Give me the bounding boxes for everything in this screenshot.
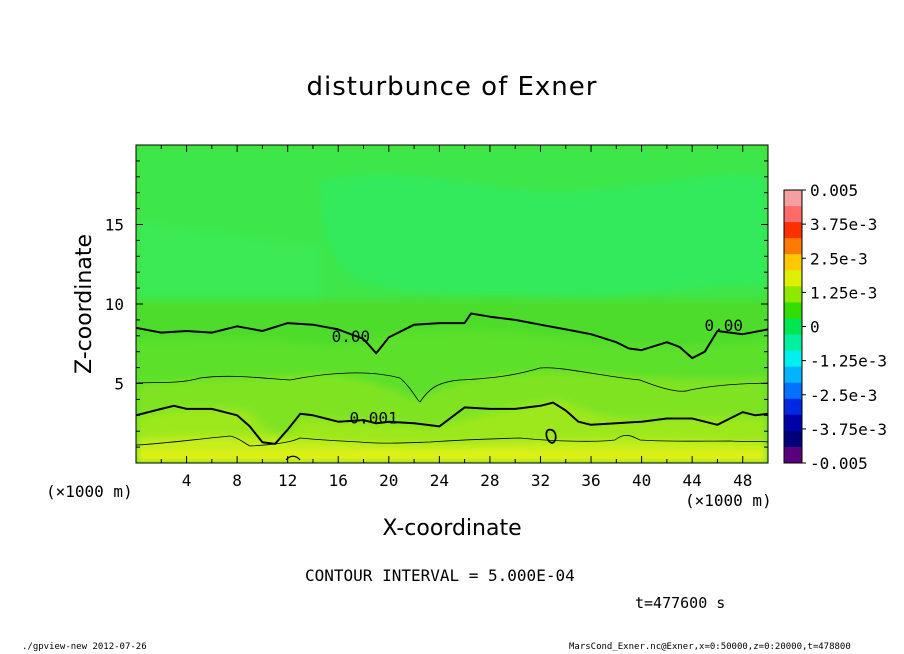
x-tick-label: 32: [531, 471, 550, 490]
y-tick-label: 15: [105, 216, 124, 235]
contour-line-thin-upper: [136, 367, 768, 403]
y-tick-label: 10: [105, 295, 124, 314]
colorbar-segment: [784, 222, 802, 239]
colorbar-segment: [784, 318, 802, 336]
x-tick-label: 16: [329, 471, 348, 490]
x-tick-label: 28: [480, 471, 499, 490]
colorbar-segment: [784, 350, 802, 368]
colorbar-label: 0.005: [810, 181, 858, 200]
contour-closed-small: [545, 428, 557, 444]
contour-line-1: [136, 401, 768, 445]
contour-label: 0.00: [332, 327, 371, 346]
colorbar-label: -3.75e-3: [810, 420, 887, 439]
colorbar-label: 2.5e-3: [810, 249, 868, 268]
labeled-contours: [136, 312, 768, 445]
field-shading: [136, 145, 768, 463]
x-tick-label: 12: [278, 471, 297, 490]
colorbar-label: 1.25e-3: [810, 283, 877, 302]
contour-label: 0.001: [350, 408, 398, 427]
colorbar: 0.005 3.75e-3 2.5e-3 1.25e-3 0 -1.25e-3 -2.5e-…: [783, 181, 887, 473]
contour-interval-label: CONTOUR INTERVAL = 5.000E-04: [305, 566, 575, 585]
time-label: t=477600 s: [635, 594, 726, 612]
y-axis-label: Z-coordinate: [72, 234, 97, 374]
colorbar-segment: [784, 446, 802, 464]
colorbar-label: -2.5e-3: [810, 386, 877, 405]
x-tick-label: 44: [683, 471, 702, 490]
y-tick-label: 5: [114, 375, 124, 394]
x-unit-right: (×1000 m): [685, 491, 772, 510]
colorbar-segment: [784, 238, 802, 255]
colorbar-segment: [784, 206, 802, 223]
contour-line-thin-lower: [136, 435, 768, 447]
footer-left: ./gpview-new 2012-07-26: [22, 642, 147, 652]
contour-closed-bottom: [285, 455, 301, 461]
colorbar-segment: [784, 286, 802, 303]
x-axis-label: X-coordinate: [382, 516, 521, 541]
x-tick-label: 40: [632, 471, 651, 490]
minor-contours: [136, 367, 768, 447]
footer-right: MarsCond_Exner.nc@Exner,x=0:50000,z=0:20…: [569, 642, 851, 652]
x-tick-label: 36: [581, 471, 600, 490]
x-unit-left: (×1000 m): [46, 482, 133, 501]
colorbar-segment: [784, 398, 802, 416]
contour-line-0: [136, 312, 768, 360]
x-tick-label: 8: [232, 471, 242, 490]
colorbar-label: -0.005: [810, 454, 868, 473]
colorbar-segment: [784, 254, 802, 271]
colorbar-segment: [784, 190, 802, 207]
contour-label: 0.00: [704, 316, 743, 335]
colorbar-label: 0: [810, 318, 820, 337]
chart-title: disturbunce of Exner: [306, 72, 598, 102]
x-tick-label: 48: [733, 471, 752, 490]
x-tick-label: 4: [182, 471, 192, 490]
colorbar-segment: [784, 334, 802, 352]
colorbar-segment: [784, 430, 802, 448]
colorbar-segment: [784, 366, 802, 384]
colorbar-segment: [784, 414, 802, 432]
x-tick-label: 24: [430, 471, 449, 490]
x-tick-label: 20: [379, 471, 398, 490]
colorbar-segment: [784, 302, 802, 319]
colorbar-segment: [784, 270, 802, 287]
colorbar-label: -1.25e-3: [810, 352, 887, 371]
colorbar-segment: [784, 382, 802, 400]
colorbar-label: 3.75e-3: [810, 215, 877, 234]
